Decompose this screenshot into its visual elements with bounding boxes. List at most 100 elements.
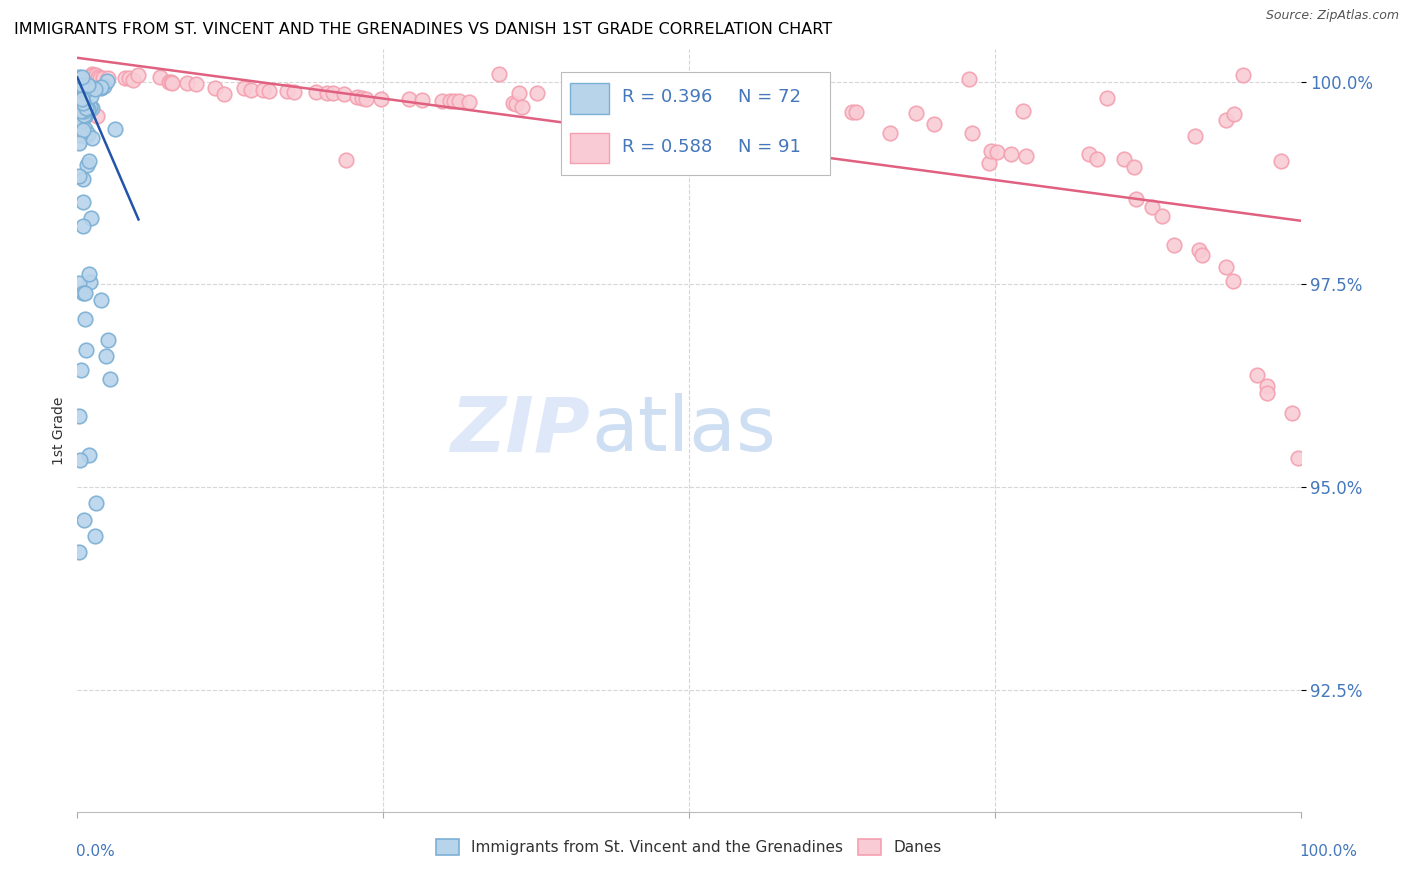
Point (176, 76, 198, 90)
Point (73, 104, 96, 119)
Text: Source: ZipAtlas.com: Source: ZipAtlas.com (1265, 9, 1399, 22)
Point (127, 68, 149, 82)
FancyBboxPatch shape (571, 133, 609, 163)
Point (69, 453, 91, 467)
Point (354, 92, 377, 106)
Point (84, 529, 107, 543)
Point (1188, 244, 1211, 258)
Point (1015, 149, 1038, 163)
Point (80, 67, 103, 81)
Point (1281, 406, 1303, 420)
Point (508, 86, 530, 100)
Point (75, 101, 97, 115)
Point (89, 70, 111, 85)
Point (72, 96, 94, 111)
Point (104, 122, 127, 136)
Point (430, 94, 453, 108)
Point (488, 68, 510, 82)
Point (122, 72, 145, 87)
Point (709, 103, 731, 117)
Point (82, 81, 104, 95)
Point (77, 448, 100, 462)
Point (457, 95, 479, 109)
Point (73, 103, 96, 118)
Point (157, 75, 180, 89)
Point (75, 100, 97, 114)
Point (96, 74, 118, 88)
Point (90, 79, 112, 94)
Point (676, 102, 699, 116)
Point (526, 86, 548, 100)
Point (841, 104, 863, 119)
Point (1256, 379, 1278, 393)
Point (1097, 90, 1119, 104)
Point (568, 101, 591, 115)
Point (793, 104, 815, 119)
Point (69, 120, 91, 135)
Point (239, 83, 262, 97)
Point (333, 87, 356, 102)
Point (72, 172, 94, 186)
Point (1215, 260, 1237, 274)
Point (1270, 153, 1292, 168)
Point (67, 85, 90, 99)
Point (1223, 107, 1246, 121)
Point (77, 102, 100, 116)
Point (72, 83, 94, 97)
Point (1191, 247, 1213, 261)
Text: R = 0.588: R = 0.588 (621, 137, 711, 156)
Point (80, 131, 103, 145)
Point (84, 496, 107, 510)
Point (184, 77, 207, 91)
Point (82, 101, 104, 115)
Text: 100.0%: 100.0% (1299, 845, 1358, 859)
Point (70, 103, 93, 118)
Point (67, 97, 90, 112)
Point (72, 108, 94, 122)
Point (73, 311, 96, 326)
Point (502, 96, 524, 111)
Point (411, 93, 433, 107)
Point (439, 94, 461, 108)
Text: 0.0%: 0.0% (76, 845, 115, 859)
Point (67, 112, 90, 126)
Point (1256, 386, 1278, 401)
Point (90, 80, 112, 95)
Point (72, 219, 94, 233)
Point (443, 94, 465, 108)
Point (70, 363, 93, 377)
Point (86, 68, 108, 82)
Point (72, 87, 94, 102)
Point (67, 169, 90, 184)
Point (69, 102, 91, 116)
Point (97, 70, 120, 85)
Point (75, 128, 97, 143)
Point (977, 155, 1000, 169)
Point (160, 75, 183, 89)
Legend: Immigrants from St. Vincent and the Grenadines, Danes: Immigrants from St. Vincent and the Gren… (430, 833, 948, 862)
Text: ZIP: ZIP (451, 393, 591, 467)
Point (204, 80, 226, 95)
Point (67, 136, 90, 150)
Text: N = 91: N = 91 (738, 137, 801, 156)
Point (72, 194, 94, 209)
Point (1222, 275, 1244, 289)
Point (76, 78, 98, 92)
Point (1215, 112, 1237, 127)
Point (70, 92, 93, 106)
Y-axis label: 1st Grade: 1st Grade (52, 396, 66, 465)
Point (79, 275, 101, 289)
Point (77, 154, 100, 169)
Point (76, 158, 98, 172)
Point (70, 79, 93, 94)
Point (986, 145, 1008, 159)
Point (257, 84, 280, 98)
Point (67, 70, 90, 85)
Text: IMMIGRANTS FROM ST. VINCENT AND THE GRENADINES VS DANISH 1ST GRADE CORRELATION C: IMMIGRANTS FROM ST. VINCENT AND THE GREN… (14, 22, 832, 37)
FancyBboxPatch shape (571, 83, 609, 114)
Point (398, 92, 420, 106)
Point (72, 123, 94, 137)
Point (562, 100, 585, 114)
Text: N = 72: N = 72 (738, 88, 801, 106)
Point (252, 83, 274, 97)
